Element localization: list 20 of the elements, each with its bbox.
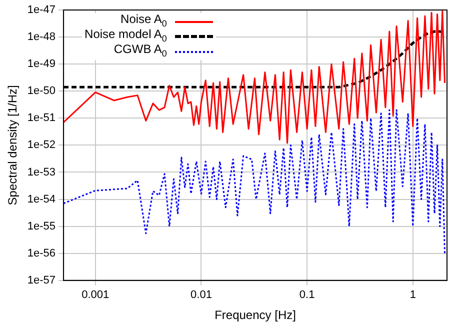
y-tick-label: 1e-53 xyxy=(27,166,56,178)
x-tick-label: 0.1 xyxy=(299,289,315,302)
x-tick-label: 0.001 xyxy=(82,289,110,302)
y-tick-label: 1e-54 xyxy=(27,193,56,206)
y-tick-label: 1e-52 xyxy=(27,139,56,152)
legend-label: Noise model A$_{0}$ xyxy=(84,26,167,44)
y-tick-label: 1e-48 xyxy=(27,31,56,44)
x-axis-title: Frequency [Hz] xyxy=(214,308,296,322)
y-axis-title: Spectral density [1/Hz] xyxy=(6,85,20,206)
y-tick-label: 1e-50 xyxy=(27,85,56,98)
y-tick-label: 1e-51 xyxy=(27,112,56,124)
legend-label: CGWB A$_{0}$ xyxy=(114,42,167,60)
y-tick-label: 1e-56 xyxy=(27,247,56,260)
y-tick-label: 1e-55 xyxy=(27,220,56,232)
y-tick-label: 1e-57 xyxy=(27,274,56,286)
x-tick-label: 0.01 xyxy=(190,289,212,302)
x-tick-label: 1 xyxy=(410,289,416,302)
legend-label: Noise A$_{0}$ xyxy=(120,12,167,28)
y-tick-label: 1e-49 xyxy=(27,58,56,70)
y-tick-label: 1e-47 xyxy=(27,4,56,16)
